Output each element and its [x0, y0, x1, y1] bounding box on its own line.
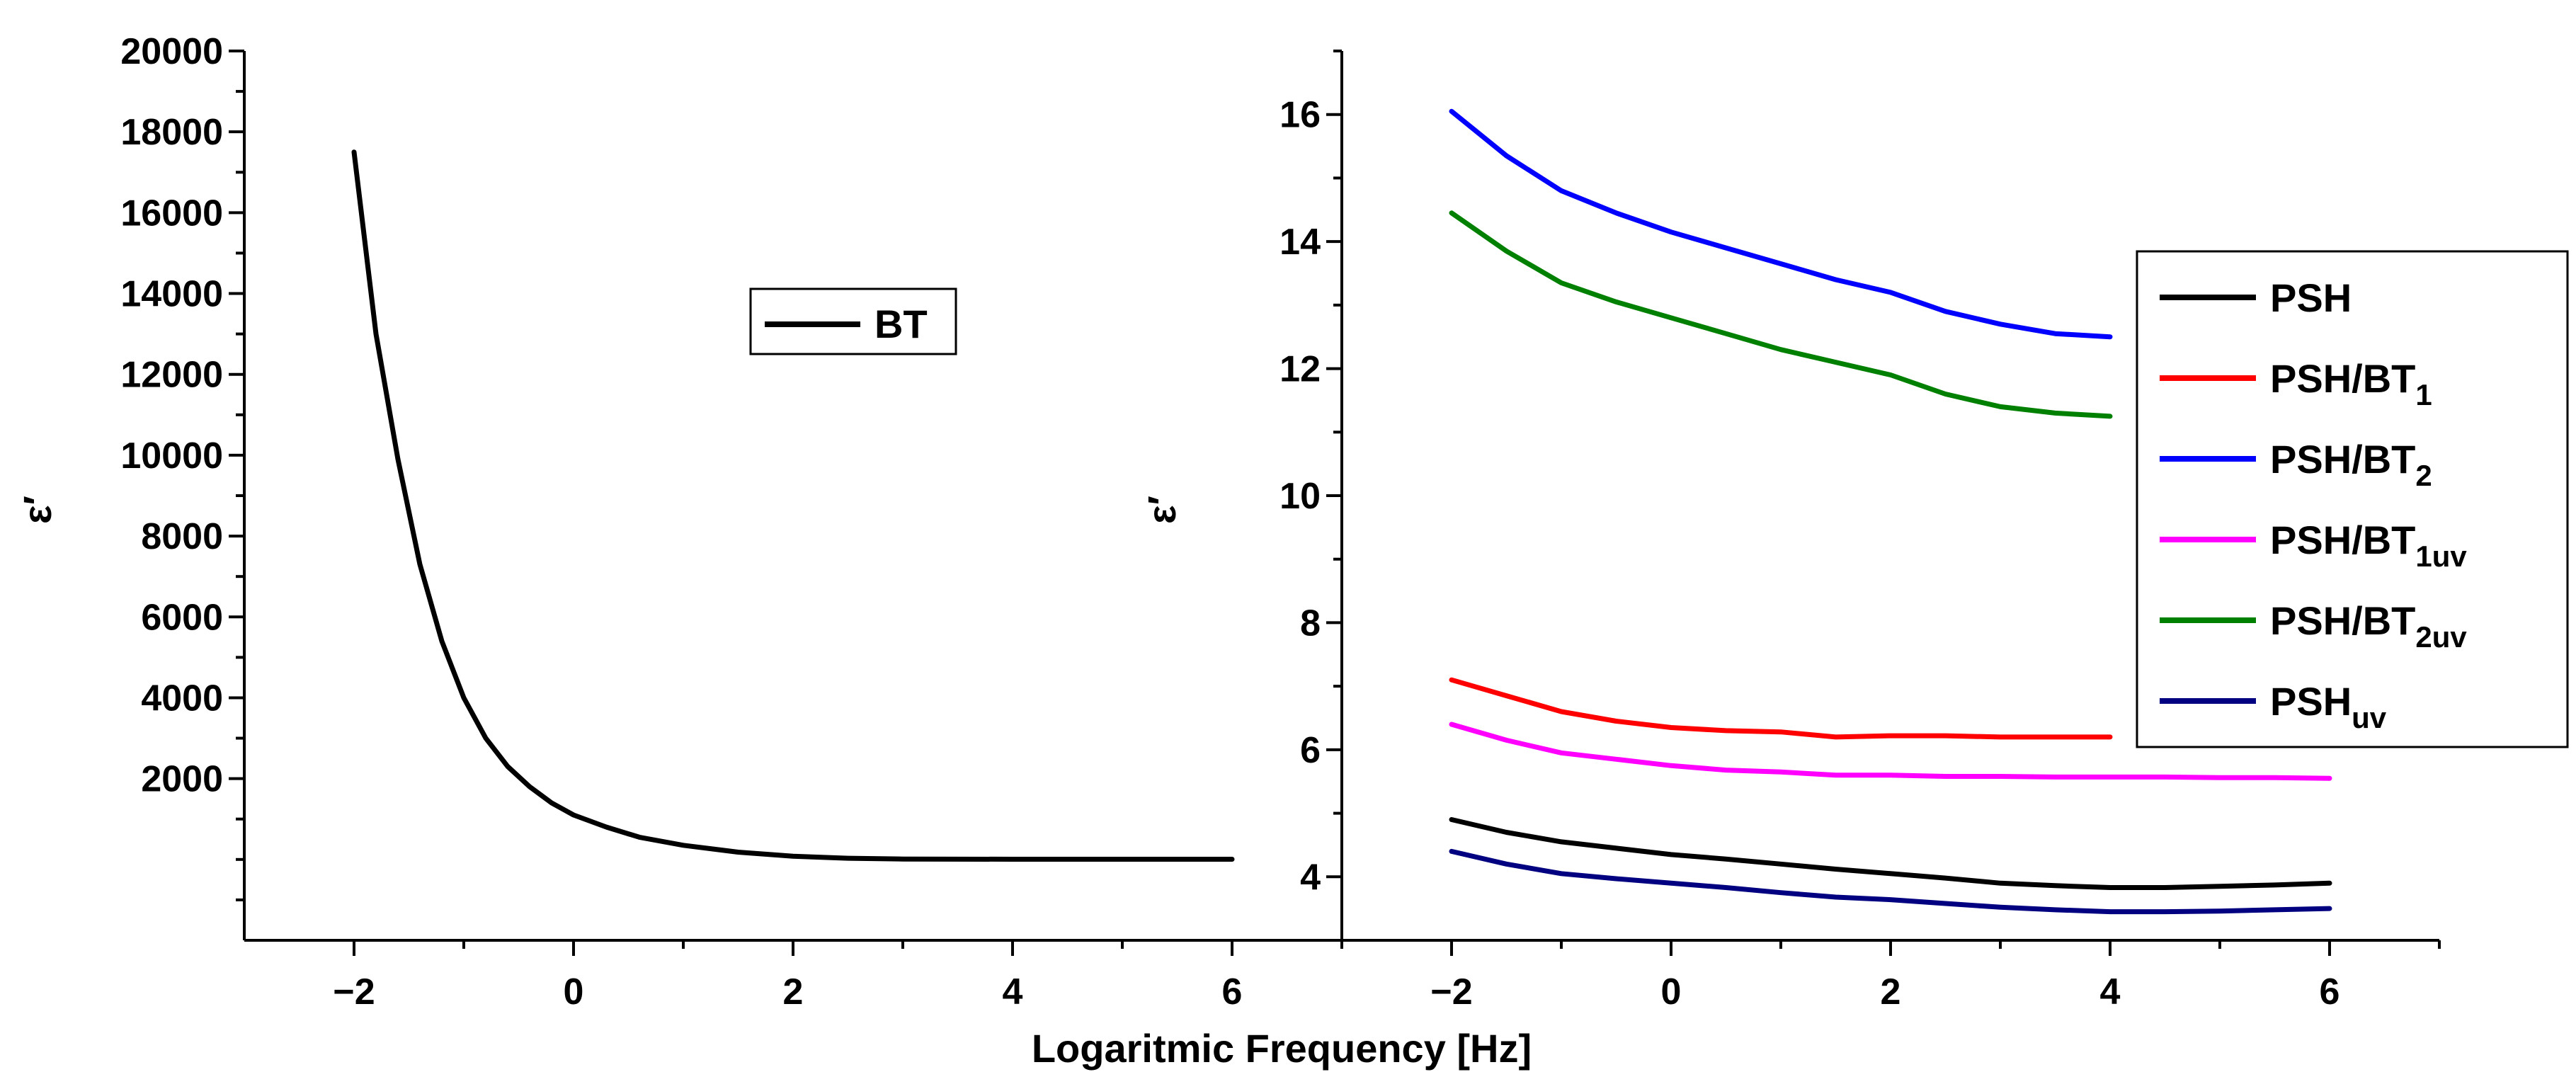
right-chart-panel: −2 0 2 4 6 4 6 8 10 12 14 16 ε′ PSH PSH/BT1 PSH/BT2 PSH/… [1139, 50, 2569, 1013]
series-line-psh-bt1 [1449, 677, 2113, 740]
series-line-psh [1449, 817, 2332, 890]
x-tick-label: 0 [564, 971, 584, 1013]
y-axis-title: ε′ [15, 496, 59, 524]
x-tick-label: 0 [1661, 971, 1682, 1013]
series-line-psh-bt2uv [1449, 210, 2113, 419]
x-tick-label: 6 [1222, 971, 1243, 1013]
x-tick-label: −2 [333, 971, 375, 1013]
x-axis-title: Logaritmic Frequency [Hz] [1032, 1026, 1532, 1071]
series-line-psh-bt2 [1449, 108, 2113, 340]
y-tick-label: 10 [1280, 476, 1321, 517]
y-tick-label: 10000 [120, 435, 223, 477]
x-tick-label: 4 [1003, 971, 1023, 1013]
x-tick-label: 2 [783, 971, 804, 1013]
y-tick-label: 12 [1280, 349, 1321, 390]
legend-label: BT [874, 302, 928, 346]
y-tick-label: 6 [1300, 730, 1321, 771]
y-tick-label: 14000 [120, 274, 223, 315]
y-tick-label: 20000 [120, 31, 223, 72]
x-tick-label: −2 [1430, 971, 1472, 1013]
y-tick-label: 4000 [141, 678, 223, 719]
legend-label: PSH/BT1uv [2270, 518, 2467, 573]
series-line-bt [351, 149, 1235, 862]
y-axis-title: ε′ [1139, 496, 1184, 524]
x-tick-label: 4 [2100, 971, 2121, 1013]
legend-label: PSH/BT1 [2270, 356, 2432, 411]
y-tick-label: 16 [1280, 95, 1321, 136]
y-tick-label: 16000 [120, 193, 223, 234]
left-chart-panel: −2 0 2 4 6 2000 4000 6000 8000 10000 12000 14000 160… [15, 31, 1343, 1013]
legend-box [2136, 250, 2569, 748]
x-tick-label: 6 [2320, 971, 2340, 1013]
y-tick-label: 2000 [141, 759, 223, 800]
legend-label: PSH [2270, 275, 2352, 320]
legend-label: PSHuv [2270, 679, 2387, 734]
y-tick-label: 18000 [120, 112, 223, 153]
y-tick-label: 8 [1300, 603, 1321, 644]
y-tick-label: 4 [1300, 857, 1321, 898]
y-tick-label: 8000 [141, 516, 223, 557]
y-tick-label: 6000 [141, 597, 223, 638]
series-line-pshuv [1449, 848, 2332, 915]
x-tick-label: 2 [1881, 971, 1901, 1013]
series-line-psh-bt1uv [1449, 722, 2332, 781]
y-tick-label: 12000 [120, 355, 223, 396]
legend-label: PSH/BT2 [2270, 437, 2432, 492]
legend-label: PSH/BT2uv [2270, 598, 2467, 654]
y-tick-label: 14 [1280, 222, 1321, 263]
